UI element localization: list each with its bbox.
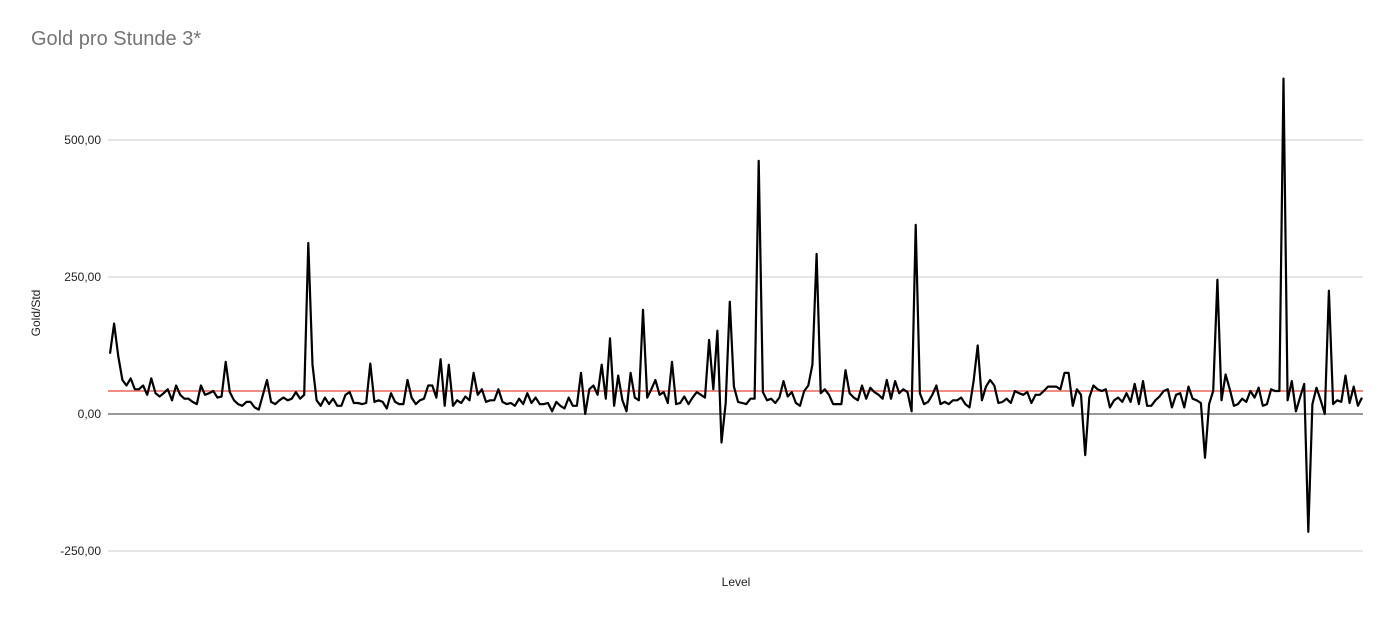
y-axis-label: Gold/Std <box>29 290 43 337</box>
y-tick-label: 500,00 <box>64 133 101 147</box>
y-tick-label: 250,00 <box>64 270 101 284</box>
chart-title: Gold pro Stunde 3* <box>31 28 202 50</box>
x-axis-label: Level <box>722 575 751 589</box>
series-line <box>108 77 1363 533</box>
y-tick-label: -250,00 <box>60 544 101 558</box>
y-tick-label: 0,00 <box>78 407 102 421</box>
